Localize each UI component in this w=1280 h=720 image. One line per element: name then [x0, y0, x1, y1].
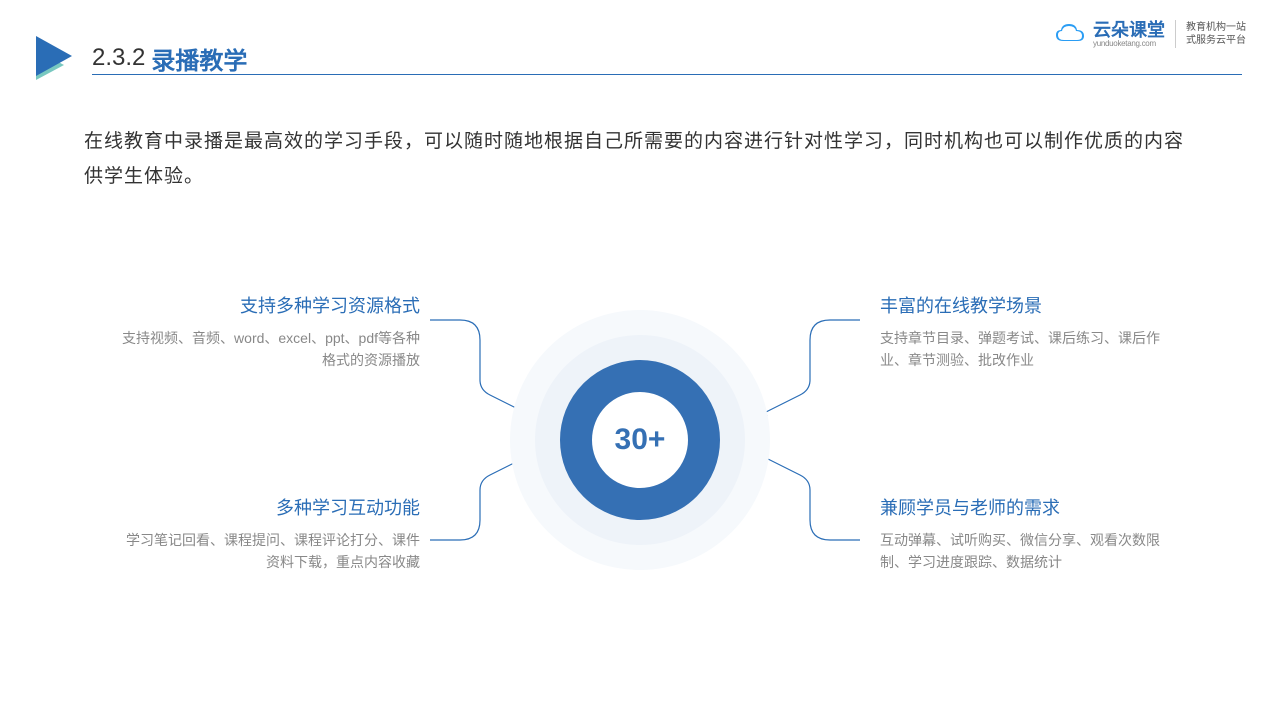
logo-tagline: 教育机构一站 式服务云平台 [1186, 21, 1246, 47]
feature-bottom-left: 多种学习互动功能 学习笔记回看、课程提问、课程评论打分、课件资料下载，重点内容收… [120, 494, 420, 573]
feature-bottom-right: 兼顾学员与老师的需求 互动弹幕、试听购买、微信分享、观看次数限制、学习进度跟踪、… [880, 494, 1180, 573]
feature-title: 多种学习互动功能 [120, 494, 420, 520]
brand-logo: 云朵课堂 yunduoketang.com 教育机构一站 式服务云平台 [1055, 20, 1246, 48]
intro-text: 在线教育中录播是最高效的学习手段，可以随时随地根据自己所需要的内容进行针对性学习… [84, 124, 1196, 194]
header-underline [92, 74, 1242, 75]
center-ring: 30+ [560, 360, 720, 520]
logo-tagline-1: 教育机构一站 [1186, 21, 1246, 34]
feature-top-right: 丰富的在线教学场景 支持章节目录、弹题考试、课后练习、课后作业、章节测验、批改作… [880, 292, 1180, 371]
feature-desc: 支持章节目录、弹题考试、课后练习、课后作业、章节测验、批改作业 [880, 328, 1180, 371]
feature-desc: 支持视频、音频、word、excel、ppt、pdf等各种格式的资源播放 [120, 328, 420, 371]
section-number: 2.3.2 [92, 44, 145, 72]
feature-desc: 学习笔记回看、课程提问、课程评论打分、课件资料下载，重点内容收藏 [120, 530, 420, 573]
play-triangle-icon [30, 34, 78, 82]
section-title: 录播教学 [151, 41, 247, 76]
center-value: 30+ [615, 423, 666, 457]
center-badge: 30+ [510, 310, 770, 570]
logo-brand-sub: yunduoketang.com [1093, 39, 1165, 48]
logo-divider [1175, 20, 1176, 48]
feature-top-left: 支持多种学习资源格式 支持视频、音频、word、excel、ppt、pdf等各种… [120, 292, 420, 371]
cloud-icon [1055, 23, 1085, 45]
feature-title: 支持多种学习资源格式 [120, 292, 420, 318]
feature-title: 丰富的在线教学场景 [880, 292, 1180, 318]
logo-text: 云朵课堂 yunduoketang.com [1093, 21, 1165, 48]
feature-desc: 互动弹幕、试听购买、微信分享、观看次数限制、学习进度跟踪、数据统计 [880, 530, 1180, 573]
logo-brand: 云朵课堂 [1093, 21, 1165, 39]
feature-title: 兼顾学员与老师的需求 [880, 494, 1180, 520]
logo-tagline-2: 式服务云平台 [1186, 34, 1246, 47]
feature-diagram: 30+ 支持多种学习资源格式 支持视频、音频、word、excel、ppt、pd… [0, 240, 1280, 640]
